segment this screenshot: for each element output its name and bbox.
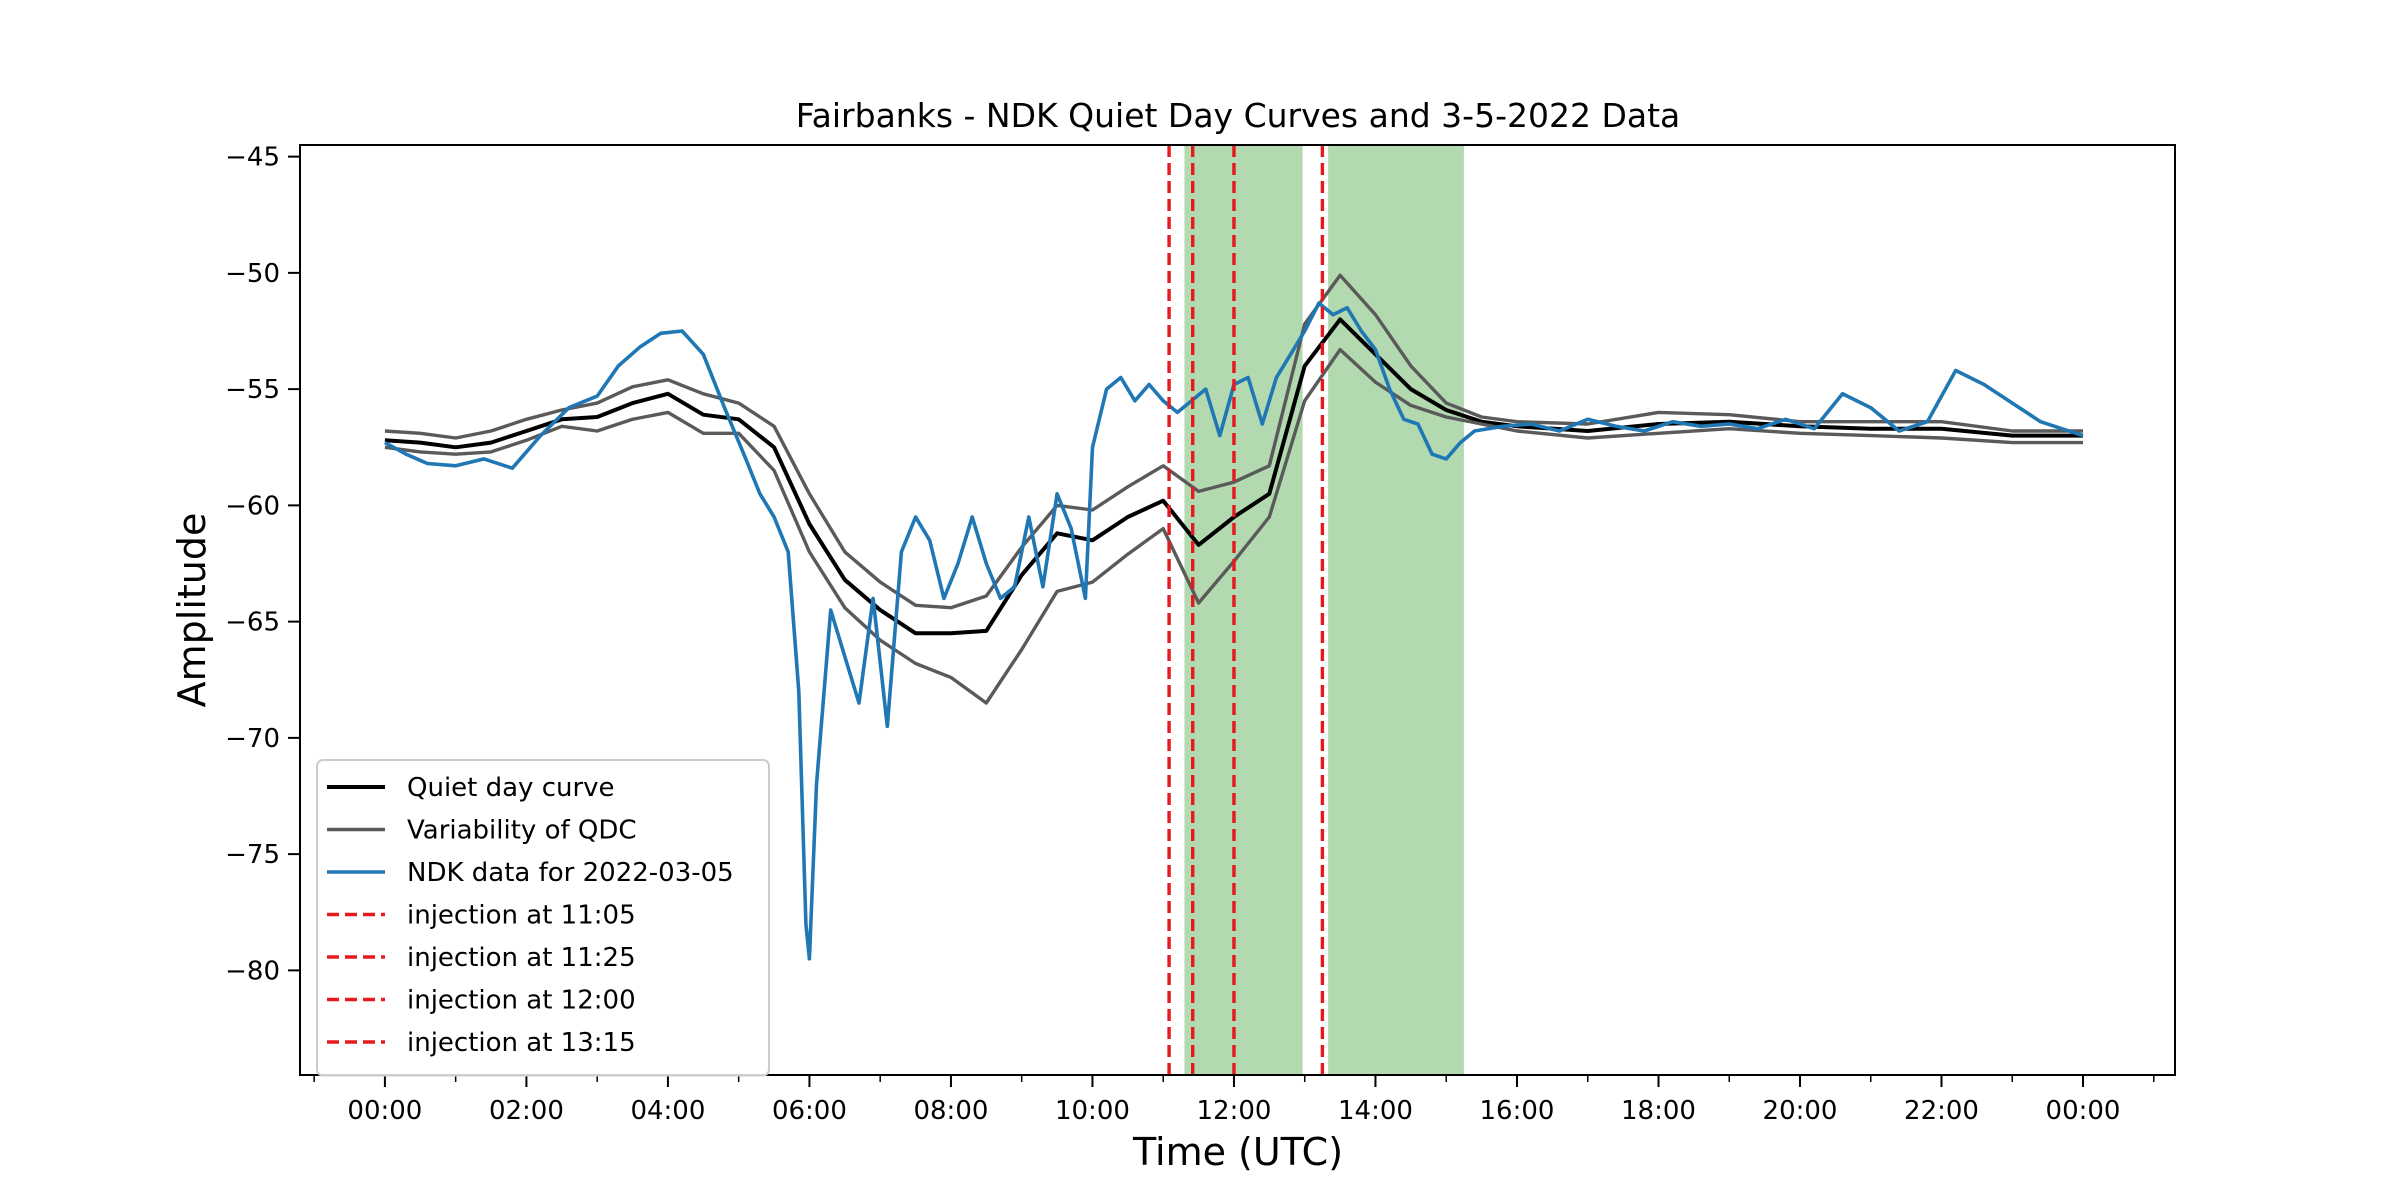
- x-tick-label: 00:00: [347, 1096, 422, 1126]
- x-tick-label: 22:00: [1904, 1096, 1979, 1126]
- legend-label: injection at 11:05: [407, 901, 636, 931]
- x-tick-label: 08:00: [913, 1096, 988, 1126]
- x-tick-label: 20:00: [1763, 1096, 1838, 1126]
- y-tick-label: −55: [225, 375, 280, 405]
- plot-area: [384, 145, 2084, 1075]
- ndk-data-line: [384, 301, 2084, 961]
- y-tick-label: −70: [225, 724, 280, 754]
- legend-box: [316, 759, 770, 1077]
- legend-label: Quiet day curve: [407, 773, 615, 803]
- qdc-lower-variability-line: [384, 347, 2083, 705]
- y-tick-label: −60: [225, 491, 280, 521]
- plot-content: [384, 145, 2084, 1075]
- x-tick-label: 14:00: [1338, 1096, 1413, 1126]
- legend-label: injection at 11:25: [407, 943, 636, 973]
- x-tick-label: 02:00: [489, 1096, 564, 1126]
- y-tick-label: −50: [225, 259, 280, 289]
- shaded-region-2: [1328, 145, 1464, 1075]
- x-tick-label: 00:00: [2046, 1096, 2121, 1126]
- legend: Quiet day curve Variability of QDC NDK dat…: [316, 759, 770, 1077]
- legend-label: NDK data for 2022-03-05: [407, 858, 734, 888]
- y-tick-label: −65: [225, 608, 280, 638]
- y-tick-label: −80: [225, 956, 280, 986]
- x-tick-label: 12:00: [1196, 1096, 1271, 1126]
- shaded-region-1: [1184, 145, 1303, 1075]
- qdc-upper-variability-line: [384, 273, 2083, 610]
- legend-label: Variability of QDC: [407, 816, 637, 846]
- legend-label: injection at 12:00: [407, 986, 636, 1016]
- chart-title: Fairbanks - NDK Quiet Day Curves and 3-5…: [796, 96, 1681, 135]
- y-tick-label: −45: [225, 143, 280, 173]
- x-tick-label: 16:00: [1480, 1096, 1555, 1126]
- x-tick-label: 04:00: [630, 1096, 705, 1126]
- x-tick-label: 10:00: [1055, 1096, 1130, 1126]
- plot-frame: [299, 144, 2176, 1076]
- y-axis-title: Amplitude: [170, 513, 214, 708]
- y-tick-label: −75: [225, 840, 280, 870]
- x-tick-label: 06:00: [772, 1096, 847, 1126]
- quiet-day-curve-line: [384, 317, 2083, 636]
- axes: 00:00 02:00 04:00 06:00 08:00 10:00 12:00 14:00…: [225, 143, 2155, 1126]
- legend-label: injection at 13:15: [407, 1028, 636, 1058]
- x-axis-title: Time (UTC): [1132, 1130, 1343, 1174]
- x-tick-label: 18:00: [1621, 1096, 1696, 1126]
